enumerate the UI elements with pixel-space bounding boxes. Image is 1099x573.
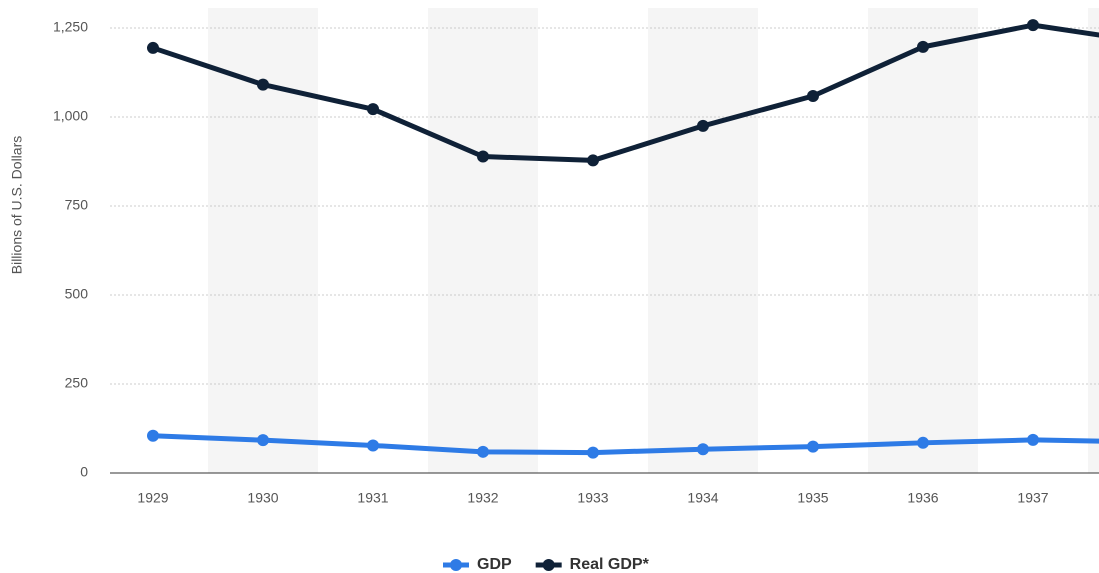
series-line [152,22,1099,163]
band [208,8,318,473]
series-line [152,433,1099,456]
band [428,8,538,473]
point [1027,433,1039,446]
y-tick-label: 1,000 [53,108,88,124]
point [367,103,379,116]
x-tick-label: 1933 [577,490,608,506]
x-tick-label: 1935 [797,490,828,506]
y-tick-label: 1,250 [53,19,88,35]
point [587,446,599,459]
x-tick-label: 1931 [357,490,388,506]
y-tick-label: 250 [65,375,89,391]
point [1027,19,1039,32]
point [587,154,599,167]
legend-label: GDP [477,556,512,573]
y-tick-label: 750 [65,197,89,213]
point [257,78,269,91]
legend-dot [450,559,462,571]
point [697,119,709,132]
point [917,436,929,449]
x-tick-label: 1936 [907,490,938,506]
point [917,40,929,53]
band [868,8,978,473]
point [367,439,379,452]
point [477,445,489,458]
x-tick-label: 1937 [1017,490,1048,506]
y-axis-label: Billions of U.S. Dollars [9,136,25,275]
x-tick-label: 1929 [137,490,168,506]
point [147,41,159,54]
band [648,8,758,473]
x-tick-label: 1934 [687,490,718,506]
point [147,429,159,442]
point [697,443,709,456]
point [807,89,819,102]
legend-dot [542,559,555,571]
point [477,150,489,163]
bands [208,8,1099,473]
x-tick-label: 1932 [467,490,498,506]
y-tick-label: 500 [65,286,89,302]
legend-label: Real GDP* [570,556,650,573]
point [807,440,819,453]
x-tick-label: 1930 [247,490,278,506]
band [1088,8,1099,473]
y-tick-label: 0 [80,464,88,480]
point [257,434,269,447]
